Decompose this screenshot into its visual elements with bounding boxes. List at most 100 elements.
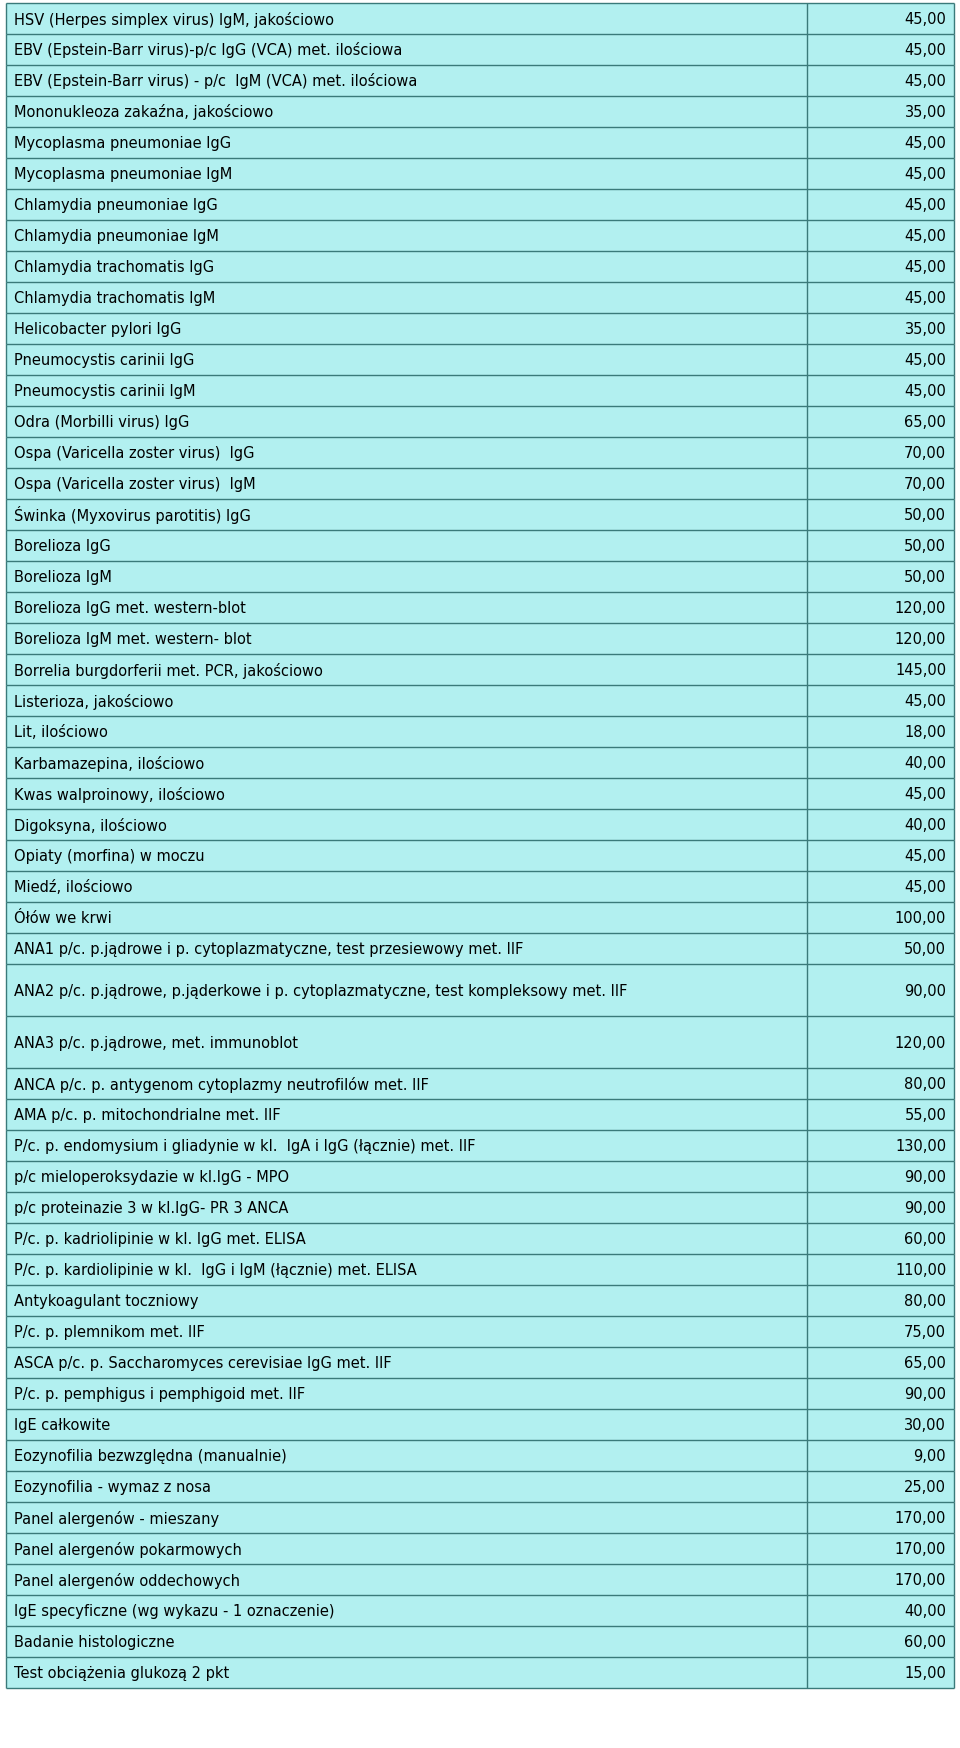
Bar [807, 1472, 954, 1502]
Text: P/c. p. plemnikom met. IIF: P/c. p. plemnikom met. IIF [13, 1325, 204, 1339]
Bar [6, 315, 807, 344]
Text: Eozynofilia bezwzględna (manualnie): Eozynofilia bezwzględna (manualnie) [13, 1447, 286, 1463]
Bar [807, 965, 954, 1016]
Bar [807, 96, 954, 128]
Text: Odra (Morbilli virus) IgG: Odra (Morbilli virus) IgG [13, 414, 189, 430]
Text: 45,00: 45,00 [904, 848, 947, 864]
Bar [807, 159, 954, 191]
Bar [807, 748, 954, 778]
Text: 65,00: 65,00 [904, 414, 947, 430]
Text: Ółów we krwi: Ółów we krwi [13, 911, 111, 925]
Bar [6, 407, 807, 437]
Bar [6, 66, 807, 96]
Text: 75,00: 75,00 [904, 1325, 947, 1339]
Bar [807, 531, 954, 561]
Bar [807, 344, 954, 376]
Bar [807, 872, 954, 902]
Text: 50,00: 50,00 [904, 942, 947, 956]
Bar [807, 1564, 954, 1596]
Text: Panel alergenów - mieszany: Panel alergenów - mieszany [13, 1510, 219, 1526]
Text: 9,00: 9,00 [914, 1447, 947, 1463]
Bar [6, 1316, 807, 1348]
Bar [6, 965, 807, 1016]
Text: 170,00: 170,00 [895, 1510, 947, 1524]
Text: EBV (Epstein-Barr virus)-p/c IgG (VCA) met. ilościowa: EBV (Epstein-Barr virus)-p/c IgG (VCA) m… [13, 42, 402, 58]
Text: Borrelia burgdorferii met. PCR, jakościowo: Borrelia burgdorferii met. PCR, jakościo… [13, 662, 323, 678]
Bar [6, 531, 807, 561]
Bar [6, 376, 807, 407]
Bar [807, 1285, 954, 1316]
Bar [807, 315, 954, 344]
Text: 100,00: 100,00 [895, 911, 947, 925]
Bar [807, 933, 954, 965]
Bar [6, 902, 807, 933]
Bar [807, 1316, 954, 1348]
Bar [6, 1377, 807, 1409]
Bar [6, 468, 807, 500]
Text: 25,00: 25,00 [904, 1479, 947, 1495]
Bar [807, 1626, 954, 1657]
Text: Chlamydia pneumoniae IgG: Chlamydia pneumoniae IgG [13, 198, 218, 213]
Text: 45,00: 45,00 [904, 166, 947, 182]
Bar [807, 841, 954, 872]
Bar [807, 1131, 954, 1161]
Text: 60,00: 60,00 [904, 1231, 947, 1246]
Bar [6, 841, 807, 872]
Text: Ospa (Varicella zoster virus)  IgM: Ospa (Varicella zoster virus) IgM [13, 477, 255, 491]
Bar [807, 1657, 954, 1689]
Bar [807, 1409, 954, 1440]
Bar [807, 1161, 954, 1192]
Text: Borelioza IgM met. western- blot: Borelioza IgM met. western- blot [13, 631, 252, 647]
Text: P/c. p. pemphigus i pemphigoid met. IIF: P/c. p. pemphigus i pemphigoid met. IIF [13, 1386, 305, 1402]
Bar [6, 778, 807, 809]
Text: 40,00: 40,00 [904, 818, 947, 832]
Bar [6, 1596, 807, 1626]
Bar [6, 500, 807, 531]
Bar [6, 128, 807, 159]
Text: 145,00: 145,00 [895, 662, 947, 678]
Bar [6, 1626, 807, 1657]
Text: Mycoplasma pneumoniae IgM: Mycoplasma pneumoniae IgM [13, 166, 232, 182]
Text: 120,00: 120,00 [895, 631, 947, 647]
Bar [807, 35, 954, 66]
Bar [6, 1192, 807, 1224]
Text: 90,00: 90,00 [904, 1201, 947, 1215]
Text: ANCA p/c. p. antygenom cytoplazmy neutrofilów met. IIF: ANCA p/c. p. antygenom cytoplazmy neutro… [13, 1075, 428, 1092]
Bar [807, 66, 954, 96]
Text: 70,00: 70,00 [904, 477, 947, 491]
Bar [6, 191, 807, 220]
Bar [6, 35, 807, 66]
Text: 60,00: 60,00 [904, 1634, 947, 1648]
Text: Antykoagulant toczniowy: Antykoagulant toczniowy [13, 1294, 199, 1308]
Bar [6, 252, 807, 283]
Text: 45,00: 45,00 [904, 229, 947, 245]
Bar [6, 624, 807, 654]
Text: 70,00: 70,00 [904, 446, 947, 461]
Bar [807, 778, 954, 809]
Bar [6, 561, 807, 593]
Text: 170,00: 170,00 [895, 1571, 947, 1587]
Text: 45,00: 45,00 [904, 44, 947, 58]
Bar [807, 1502, 954, 1533]
Text: 90,00: 90,00 [904, 982, 947, 998]
Bar [6, 1068, 807, 1099]
Text: ANA3 p/c. p.jądrowe, met. immunoblot: ANA3 p/c. p.jądrowe, met. immunoblot [13, 1035, 298, 1051]
Text: EBV (Epstein-Barr virus) - p/c  IgM (VCA) met. ilościowa: EBV (Epstein-Barr virus) - p/c IgM (VCA)… [13, 73, 418, 89]
Text: 120,00: 120,00 [895, 1035, 947, 1051]
Bar [6, 96, 807, 128]
Text: 45,00: 45,00 [904, 136, 947, 150]
Bar [6, 654, 807, 685]
Bar [807, 1440, 954, 1472]
Text: Ospa (Varicella zoster virus)  IgG: Ospa (Varicella zoster virus) IgG [13, 446, 254, 461]
Bar [6, 1099, 807, 1131]
Bar [6, 1348, 807, 1377]
Text: 90,00: 90,00 [904, 1386, 947, 1402]
Bar [6, 283, 807, 315]
Bar [807, 1099, 954, 1131]
Bar [6, 1657, 807, 1689]
Text: P/c. p. kardiolipinie w kl.  IgG i IgM (łącznie) met. ELISA: P/c. p. kardiolipinie w kl. IgG i IgM (ł… [13, 1262, 417, 1278]
Bar [807, 128, 954, 159]
Text: IgE specyficzne (wg wykazu - 1 oznaczenie): IgE specyficzne (wg wykazu - 1 oznaczeni… [13, 1603, 334, 1619]
Text: 15,00: 15,00 [904, 1666, 947, 1680]
Text: Świnka (Myxovirus parotitis) IgG: Świnka (Myxovirus parotitis) IgG [13, 507, 251, 524]
